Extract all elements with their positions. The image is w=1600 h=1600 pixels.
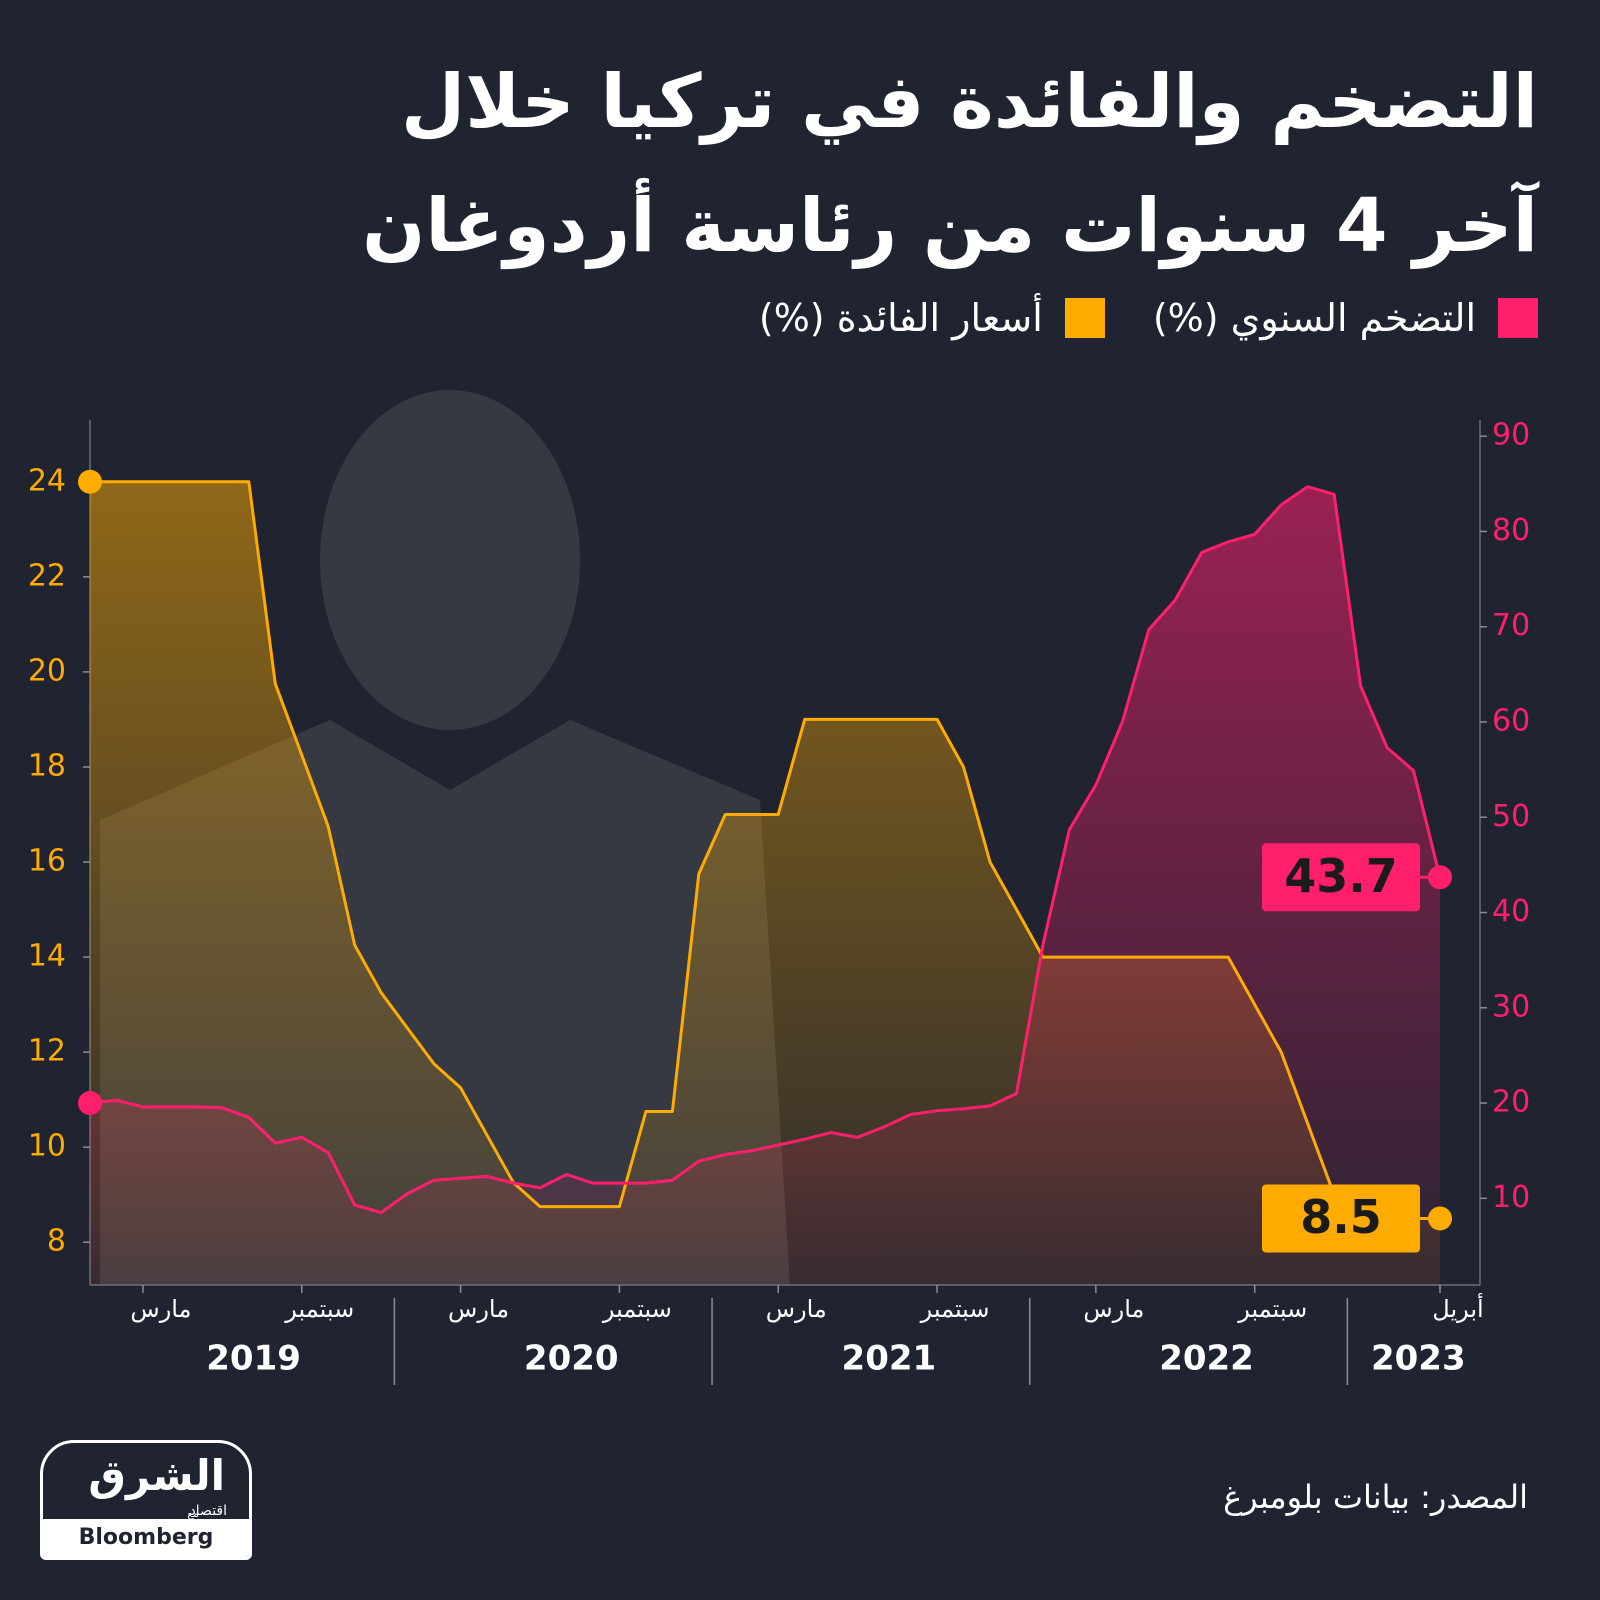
logo-sub: اقتصاد	[189, 1503, 227, 1519]
logo-name: الشرق	[88, 1451, 225, 1500]
y2-tick-label: 20	[1492, 1085, 1530, 1120]
title: التضخم والفائدة في تركيا خلال آخر 4 سنوا…	[362, 40, 1538, 288]
y-tick-label: 20	[28, 653, 66, 688]
year-label: 2023	[1371, 1339, 1466, 1379]
x-tick-label: سبتمبر	[284, 1295, 354, 1323]
title-line: آخر 4 سنوات من رئاسة أردوغان	[362, 183, 1538, 269]
label-box	[1262, 1184, 1420, 1253]
y-tick-label: 10	[28, 1129, 66, 1164]
year-label: 2021	[842, 1339, 937, 1379]
legend: التضخم السنوي (%) أسعار الفائدة (%)	[759, 296, 1538, 340]
x-tick-label: مارس	[448, 1295, 509, 1323]
logo-partner: Bloomberg	[43, 1519, 249, 1557]
x-tick-label: أبريل	[1432, 1293, 1483, 1323]
x-tick-label: سبتمبر	[1237, 1295, 1307, 1323]
x-tick-label: مارس	[130, 1295, 191, 1323]
y2-tick-label: 60	[1492, 703, 1530, 738]
title-line: التضخم والفائدة في تركيا خلال	[401, 59, 1538, 145]
y-tick-label: 8	[47, 1224, 66, 1259]
year-label: 2020	[524, 1339, 619, 1379]
y-tick-label: 24	[28, 463, 66, 498]
year-label: 2019	[206, 1339, 301, 1379]
y-tick-label: 18	[28, 748, 66, 783]
y-tick-label: 12	[28, 1034, 66, 1069]
y2-tick-label: 90	[1492, 418, 1530, 453]
series-line	[90, 480, 1440, 1220]
legend-item: التضخم السنوي (%)	[1153, 296, 1538, 340]
y2-tick-label: 40	[1492, 894, 1530, 929]
y-tick-label: 14	[28, 939, 66, 974]
legend-label: التضخم السنوي (%)	[1152, 296, 1476, 340]
y2-tick-label: 70	[1492, 608, 1530, 643]
value-label: 43.7	[1284, 849, 1398, 903]
x-tick-label: مارس	[766, 1295, 827, 1323]
x-tick-label: مارس	[1083, 1295, 1144, 1323]
y-tick-label: 16	[28, 844, 66, 879]
value-label: 8.5	[1300, 1190, 1382, 1244]
logo-with: مع	[187, 1507, 199, 1520]
y2-tick-label: 10	[1492, 1180, 1530, 1215]
x-tick-label: سبتمبر	[920, 1295, 990, 1323]
legend-label: أسعار الفائدة (%)	[758, 296, 1043, 340]
y2-tick-label: 30	[1492, 989, 1530, 1024]
x-tick-label: سبتمبر	[602, 1295, 672, 1323]
point	[78, 1091, 102, 1116]
source: المصدر: بيانات بلومبرغ	[1223, 1478, 1528, 1516]
label-box	[1262, 843, 1420, 912]
y2-tick-label: 80	[1492, 513, 1530, 548]
y2-tick-label: 50	[1492, 799, 1530, 834]
logo: الشرق اقتصاد مع Bloomberg	[40, 1440, 252, 1560]
y-tick-label: 22	[28, 558, 66, 593]
series-area	[90, 486, 1440, 1285]
year-label: 2022	[1159, 1339, 1254, 1379]
point	[78, 469, 102, 494]
legend-swatch	[1064, 298, 1105, 338]
legend-item: أسعار الفائدة (%)	[759, 296, 1105, 340]
legend-swatch	[1498, 298, 1538, 338]
series-line	[89, 485, 1442, 1215]
